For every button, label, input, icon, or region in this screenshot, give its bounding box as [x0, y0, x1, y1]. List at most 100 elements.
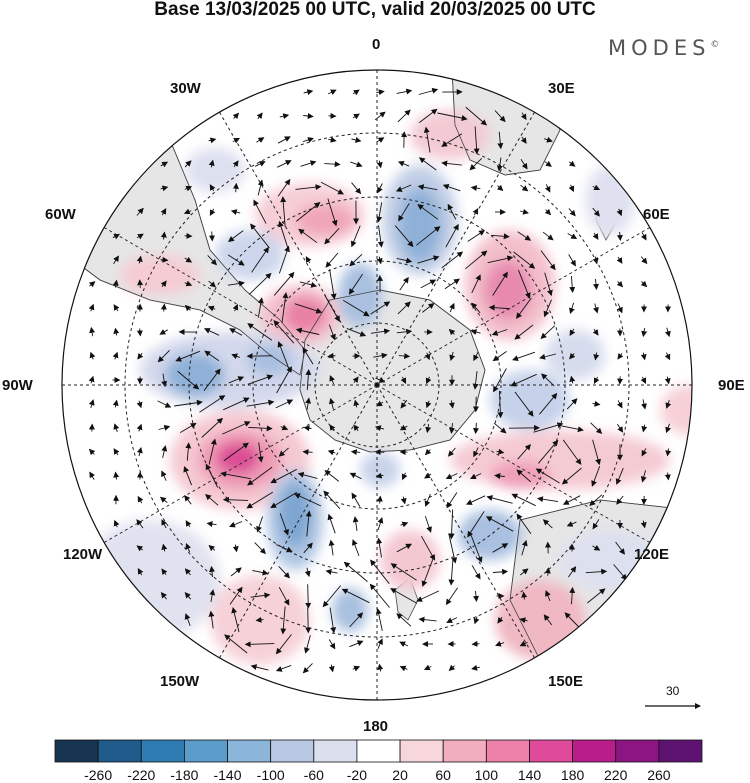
wind-vector [445, 223, 459, 248]
wind-vector [302, 137, 314, 143]
wind-vector [305, 256, 312, 264]
wind-vector [448, 533, 458, 564]
wind-vector [250, 592, 271, 599]
wind-vector [641, 448, 648, 457]
wind-vector [251, 246, 269, 273]
wind-vector [328, 639, 336, 650]
wind-vector [113, 423, 120, 432]
wind-vector [376, 537, 383, 558]
wind-vector [495, 640, 505, 647]
wind-vector [208, 610, 215, 629]
wind-vector [473, 351, 479, 362]
wind-vector [185, 520, 192, 528]
wind-vector [396, 613, 412, 627]
wind-vector [294, 303, 323, 314]
wind-vector [417, 204, 439, 220]
wind-vector [542, 231, 554, 241]
wind-vector [544, 208, 552, 216]
wind-vector [349, 640, 364, 648]
label-lon-90w: 90W [2, 377, 33, 394]
wind-vector [521, 591, 528, 600]
graticule [62, 70, 692, 700]
colorbar-swatch [658, 739, 703, 763]
wind-vector [564, 612, 580, 628]
wind-vector [539, 353, 557, 360]
wind-vector [305, 584, 312, 609]
wind-vector [273, 271, 295, 296]
wind-vector [136, 207, 144, 216]
wind-vector [520, 112, 527, 121]
colorbar-tick-label: -140 [213, 767, 242, 783]
wind-vector [487, 255, 514, 264]
wind-vector [183, 208, 192, 215]
wind-vector [616, 495, 624, 505]
wind-vector [327, 89, 337, 96]
wind-vector [491, 329, 508, 336]
wind-vector [496, 157, 503, 172]
wind-vector [590, 422, 603, 434]
colorbar-tick-label: 100 [474, 767, 498, 783]
wind-vector [448, 400, 455, 409]
wind-vector [425, 423, 432, 434]
wind-vector [113, 471, 120, 480]
wind-vector [343, 561, 368, 582]
wind-vector [417, 184, 438, 191]
wind-vector [397, 161, 410, 167]
wind-vector [592, 184, 601, 191]
wind-vector [324, 161, 341, 168]
label-lon-150w: 150W [160, 673, 200, 690]
wind-vector [350, 161, 363, 168]
wind-vector [160, 280, 167, 288]
wind-vector [399, 424, 408, 431]
meridian-line [376, 227, 651, 386]
wind-vector [398, 203, 410, 222]
wind-vector [568, 160, 576, 167]
wind-vector [209, 565, 215, 578]
wind-vector [616, 280, 624, 288]
wind-vector [617, 303, 623, 314]
wind-vector [445, 587, 458, 606]
wind-vector [88, 375, 95, 384]
wind-vector [447, 203, 457, 220]
label-lon-30e: 30E [548, 80, 575, 97]
wind-vector [246, 399, 275, 407]
wind-vector [136, 255, 143, 264]
wind-vector [185, 442, 192, 461]
wind-vector [616, 208, 623, 217]
wind-vector [473, 422, 479, 435]
wind-vector [514, 324, 534, 340]
wind-vector [437, 112, 468, 121]
wind-vector [616, 256, 623, 264]
wind-vector [179, 422, 197, 433]
wind-vector [562, 439, 582, 465]
wind-vector [157, 349, 170, 363]
wind-vector [517, 269, 531, 299]
wind-vector [488, 304, 511, 311]
meridian-line [376, 384, 535, 659]
wind-vector [566, 521, 577, 527]
wind-vector [323, 490, 341, 510]
wind-vector [519, 617, 528, 624]
wind-vector [158, 424, 171, 431]
wind-vector [377, 663, 384, 672]
label-lon-120w: 120W [63, 546, 103, 563]
wind-vector [136, 423, 143, 432]
wind-vector [616, 400, 623, 409]
colorbar-tick-label: -20 [346, 767, 368, 783]
wind-vector [136, 519, 144, 529]
colorbar-tick-label: 180 [560, 767, 585, 783]
reference-vector-value: 30 [666, 684, 680, 698]
wind-vector [520, 159, 528, 170]
wind-vector [224, 634, 248, 654]
wind-vector [470, 329, 481, 335]
wind-vector [175, 350, 200, 362]
wind-vector [112, 233, 120, 240]
wind-vector [492, 568, 509, 575]
wind-vector [204, 350, 220, 362]
wind-vector [445, 473, 458, 480]
wind-vector [296, 201, 321, 222]
wind-vector [232, 160, 239, 168]
wind-vector [277, 341, 290, 371]
wind-vector [593, 352, 600, 361]
wind-vector [615, 467, 624, 485]
